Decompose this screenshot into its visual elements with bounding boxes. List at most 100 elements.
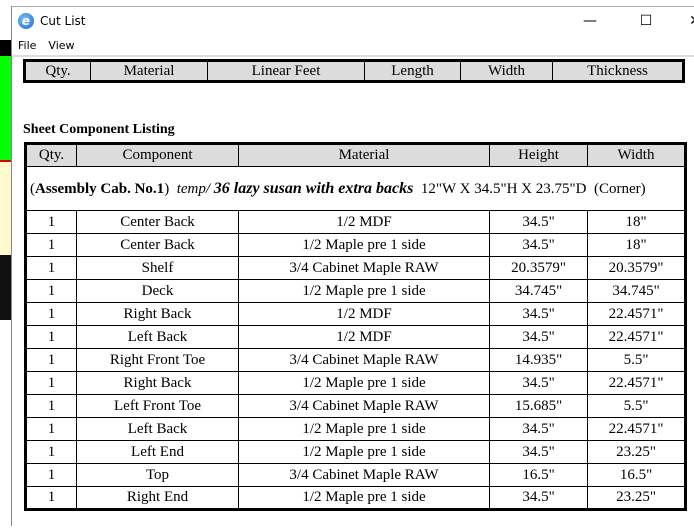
cell-material: 1/2 Maple pre 1 side bbox=[238, 417, 490, 441]
col-component: Component bbox=[76, 143, 239, 167]
maximize-button[interactable]: ☐ bbox=[639, 13, 653, 29]
cell-height: 15.685" bbox=[489, 394, 588, 418]
cell-width: 22.4571" bbox=[587, 417, 686, 441]
menu-file[interactable]: File bbox=[18, 38, 37, 52]
cell-material: 1/2 Maple pre 1 side bbox=[238, 233, 490, 257]
cell-material: 1/2 MDF bbox=[238, 325, 490, 349]
cell-material: 3/4 Cabinet Maple RAW bbox=[238, 256, 490, 280]
component-row: 1 Left End 1/2 Maple pre 1 side 34.5" 23.25" bbox=[25, 440, 686, 464]
cell-width: 5.5" bbox=[587, 394, 686, 418]
cell-component: Center Back bbox=[76, 210, 239, 234]
cell-material: 1/2 Maple pre 1 side bbox=[238, 440, 490, 464]
cell-width: 23.25" bbox=[587, 440, 686, 464]
cell-material: 1/2 Maple pre 1 side bbox=[238, 371, 490, 395]
col-qty: Qty. bbox=[24, 60, 91, 82]
component-row: 1 Center Back 1/2 MDF 34.5" 18" bbox=[25, 210, 686, 234]
cell-height: 14.935" bbox=[489, 348, 588, 372]
component-row: 1 Left Front Toe 3/4 Cabinet Maple RAW 15.6… bbox=[25, 394, 686, 418]
cell-component: Left End bbox=[76, 440, 239, 464]
col-length: Length bbox=[364, 60, 461, 82]
component-row: 1 Left Back 1/2 Maple pre 1 side 34.5" 22.45… bbox=[25, 417, 686, 441]
cell-material: 1/2 MDF bbox=[238, 210, 490, 234]
cell-height: 34.5" bbox=[489, 371, 588, 395]
section-heading: Sheet Component Listing bbox=[23, 122, 175, 137]
cell-qty: 1 bbox=[25, 440, 77, 464]
cell-width: 22.4571" bbox=[587, 325, 686, 349]
cell-height: 34.745" bbox=[489, 279, 588, 303]
assembly-label: Assembly Cab. No.1 bbox=[35, 180, 165, 197]
linear-table: Qty. Material Linear Feet Length Width T… bbox=[23, 59, 685, 83]
col-height: Height bbox=[489, 143, 588, 167]
cell-component: Shelf bbox=[76, 256, 239, 280]
cell-component: Top bbox=[76, 463, 239, 487]
cell-width: 34.745" bbox=[587, 279, 686, 303]
cell-qty: 1 bbox=[25, 210, 77, 234]
cell-material: 3/4 Cabinet Maple RAW bbox=[238, 394, 490, 418]
cut-list-window: e Cut List — ☐ ✕ File View Qty. Material… bbox=[11, 6, 694, 526]
cell-width: 23.25" bbox=[587, 486, 686, 510]
cell-height: 34.5" bbox=[489, 417, 588, 441]
cell-component: Center Back bbox=[76, 233, 239, 257]
window-title: Cut List bbox=[40, 14, 86, 28]
assembly-name: 36 lazy susan with extra backs bbox=[213, 179, 414, 197]
component-row: 1 Shelf 3/4 Cabinet Maple RAW 20.3579" 20.35… bbox=[25, 256, 686, 280]
cell-height: 34.5" bbox=[489, 302, 588, 326]
component-row: 1 Right End 1/2 Maple pre 1 side 34.5" 23.25… bbox=[25, 486, 686, 510]
cell-component: Left Back bbox=[76, 325, 239, 349]
cell-height: 34.5" bbox=[489, 486, 588, 510]
col-width: Width bbox=[460, 60, 553, 82]
minimize-button[interactable]: — bbox=[583, 13, 597, 29]
cell-height: 34.5" bbox=[489, 210, 588, 234]
cell-material: 1/2 MDF bbox=[238, 302, 490, 326]
cell-height: 34.5" bbox=[489, 325, 588, 349]
col-material: Material bbox=[238, 143, 490, 167]
cell-height: 34.5" bbox=[489, 440, 588, 464]
cell-qty: 1 bbox=[25, 463, 77, 487]
background-window-strip bbox=[0, 0, 11, 521]
menu-view[interactable]: View bbox=[48, 38, 75, 52]
component-row: 1 Top 3/4 Cabinet Maple RAW 16.5" 16.5" bbox=[25, 463, 686, 487]
cell-width: 18" bbox=[587, 210, 686, 234]
component-row: 1 Right Back 1/2 MDF 34.5" 22.4571" bbox=[25, 302, 686, 326]
col-material: Material bbox=[90, 60, 208, 82]
assembly-type: (Corner) bbox=[593, 180, 646, 197]
component-row: 1 Deck 1/2 Maple pre 1 side 34.745" 34.745" bbox=[25, 279, 686, 303]
sheet-table: Qty. Component Material Height Width (As… bbox=[24, 142, 687, 511]
cell-width: 16.5" bbox=[587, 463, 686, 487]
title-bar: e Cut List — ☐ ✕ bbox=[12, 7, 694, 35]
cell-height: 16.5" bbox=[489, 463, 588, 487]
cell-width: 5.5" bbox=[587, 348, 686, 372]
cell-qty: 1 bbox=[25, 394, 77, 418]
assembly-row: (Assembly Cab. No.1) temp/ 36 lazy susan… bbox=[25, 166, 686, 211]
ie-icon: e bbox=[18, 13, 34, 29]
menu-bar: File View bbox=[12, 35, 694, 57]
cell-qty: 1 bbox=[25, 417, 77, 441]
component-row: 1 Right Back 1/2 Maple pre 1 side 34.5" 22.4… bbox=[25, 371, 686, 395]
cell-component: Left Front Toe bbox=[76, 394, 239, 418]
assembly-dims: 12"W X 34.5"H X 23.75"D bbox=[420, 180, 587, 197]
cell-width: 18" bbox=[587, 233, 686, 257]
cell-qty: 1 bbox=[25, 325, 77, 349]
cell-material: 1/2 Maple pre 1 side bbox=[238, 486, 490, 510]
cell-component: Right Back bbox=[76, 371, 239, 395]
col-width: Width bbox=[587, 143, 686, 167]
cell-component: Deck bbox=[76, 279, 239, 303]
col-thickness: Thickness bbox=[552, 60, 684, 82]
cell-qty: 1 bbox=[25, 486, 77, 510]
col-linear-feet: Linear Feet bbox=[207, 60, 365, 82]
cell-height: 34.5" bbox=[489, 233, 588, 257]
component-row: 1 Left Back 1/2 MDF 34.5" 22.4571" bbox=[25, 325, 686, 349]
close-button[interactable]: ✕ bbox=[672, 7, 694, 35]
component-row: 1 Right Front Toe 3/4 Cabinet Maple RAW 14.… bbox=[25, 348, 686, 372]
cell-material: 3/4 Cabinet Maple RAW bbox=[238, 463, 490, 487]
cell-component: Left Back bbox=[76, 417, 239, 441]
cell-component: Right End bbox=[76, 486, 239, 510]
cell-qty: 1 bbox=[25, 279, 77, 303]
cell-width: 20.3579" bbox=[587, 256, 686, 280]
cell-qty: 1 bbox=[25, 233, 77, 257]
cell-qty: 1 bbox=[25, 302, 77, 326]
cell-qty: 1 bbox=[25, 256, 77, 280]
cell-component: Right Back bbox=[76, 302, 239, 326]
report-content[interactable]: Qty. Material Linear Feet Length Width T… bbox=[12, 59, 694, 529]
cell-qty: 1 bbox=[25, 371, 77, 395]
